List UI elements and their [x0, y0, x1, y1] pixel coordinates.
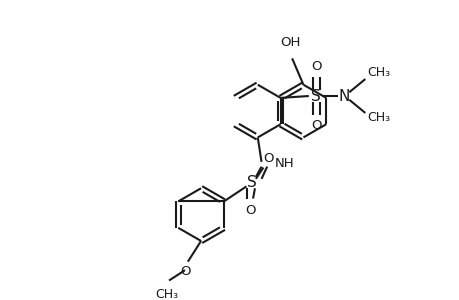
Text: S: S	[246, 175, 257, 190]
Text: OH: OH	[280, 36, 300, 49]
Text: O: O	[310, 60, 321, 73]
Text: O: O	[262, 152, 273, 165]
Text: O: O	[245, 204, 255, 217]
Text: S: S	[311, 88, 320, 104]
Text: CH₃: CH₃	[366, 111, 390, 124]
Text: CH₃: CH₃	[366, 66, 390, 79]
Text: O: O	[310, 119, 321, 132]
Text: O: O	[180, 266, 191, 278]
Text: CH₃: CH₃	[155, 288, 179, 300]
Text: N: N	[338, 88, 349, 104]
Text: NH: NH	[274, 157, 294, 170]
